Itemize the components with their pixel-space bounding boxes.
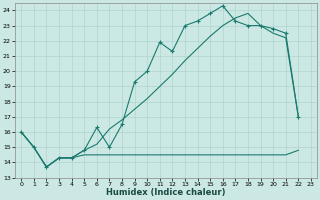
X-axis label: Humidex (Indice chaleur): Humidex (Indice chaleur)	[106, 188, 226, 197]
